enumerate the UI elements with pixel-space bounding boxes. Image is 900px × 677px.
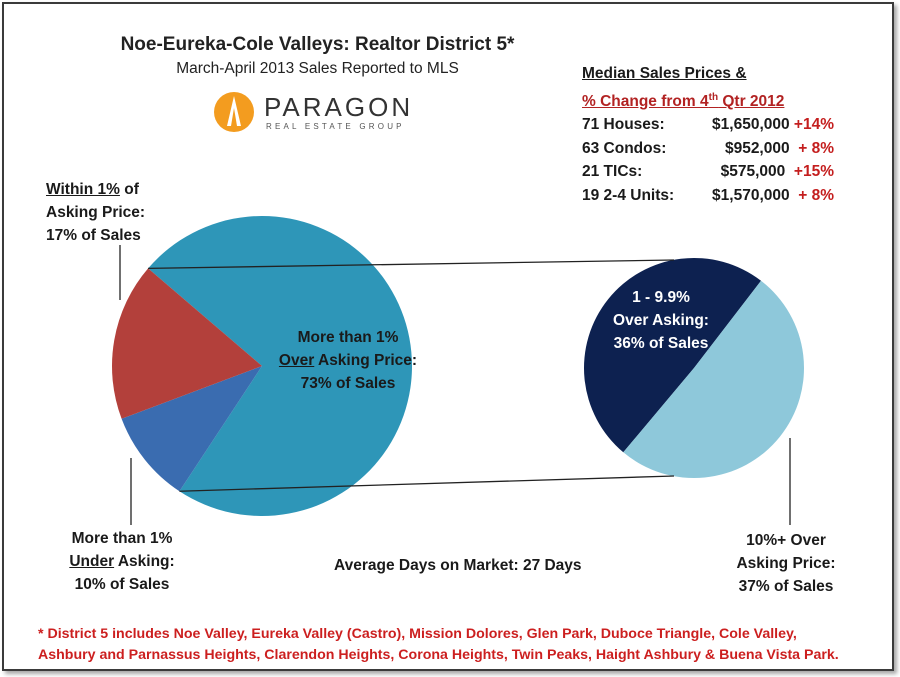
price-row-units: 19 2-4 Units: $1,570,000 + 8% xyxy=(582,186,834,204)
small-pie-slice-1 xyxy=(623,280,804,478)
median-prices-subheading: % Change from 4th Qtr 2012 xyxy=(582,91,785,110)
price-row-houses: 71 Houses: $1,650,000 +14% xyxy=(582,116,834,134)
connector-line-top xyxy=(148,259,675,270)
logo-wordmark: PARAGON xyxy=(264,92,414,122)
pie-slice-0 xyxy=(148,216,413,517)
median-prices-table: Median Sales Prices & % Change from 4th … xyxy=(582,62,834,207)
small-pie-slice-0 xyxy=(583,257,762,453)
price-row-condos: 63 Condos: $952,000 + 8% xyxy=(582,139,834,157)
logo-tagline: REAL ESTATE GROUP xyxy=(266,122,405,131)
paragon-logo-icon xyxy=(214,92,254,132)
chart-frame xyxy=(2,2,894,671)
median-prices-heading: Median Sales Prices & xyxy=(582,65,747,82)
connector-line-bottom xyxy=(179,475,675,492)
label-within-asking: Within 1% of Asking Price: 17% of Sales xyxy=(46,181,146,244)
district-footnote: * District 5 includes Noe Valley, Eureka… xyxy=(38,626,839,663)
paragon-logo: PARAGON REAL ESTATE GROUP xyxy=(212,88,442,136)
label-over-large: 10%+ Over Asking Price: 37% of Sales xyxy=(736,532,836,595)
pie-slice-1 xyxy=(121,366,263,492)
chart-subtitle: March-April 2013 Sales Reported to MLS xyxy=(176,60,459,77)
pie-slice-2 xyxy=(112,268,263,419)
chart-title: Noe-Eureka-Cole Valleys: Realtor Distric… xyxy=(120,34,515,55)
label-over-asking-main: More than 1% Over Asking Price: 73% of S… xyxy=(278,329,418,392)
label-under-asking: More than 1% Under Asking: 10% of Sales xyxy=(69,530,175,593)
price-row-tics: 21 TICs: $575,000 +15% xyxy=(582,163,834,181)
label-over-small: 1 - 9.9% Over Asking: 36% of Sales xyxy=(613,289,709,352)
avg-days-on-market: Average Days on Market: 27 Days xyxy=(334,557,582,574)
